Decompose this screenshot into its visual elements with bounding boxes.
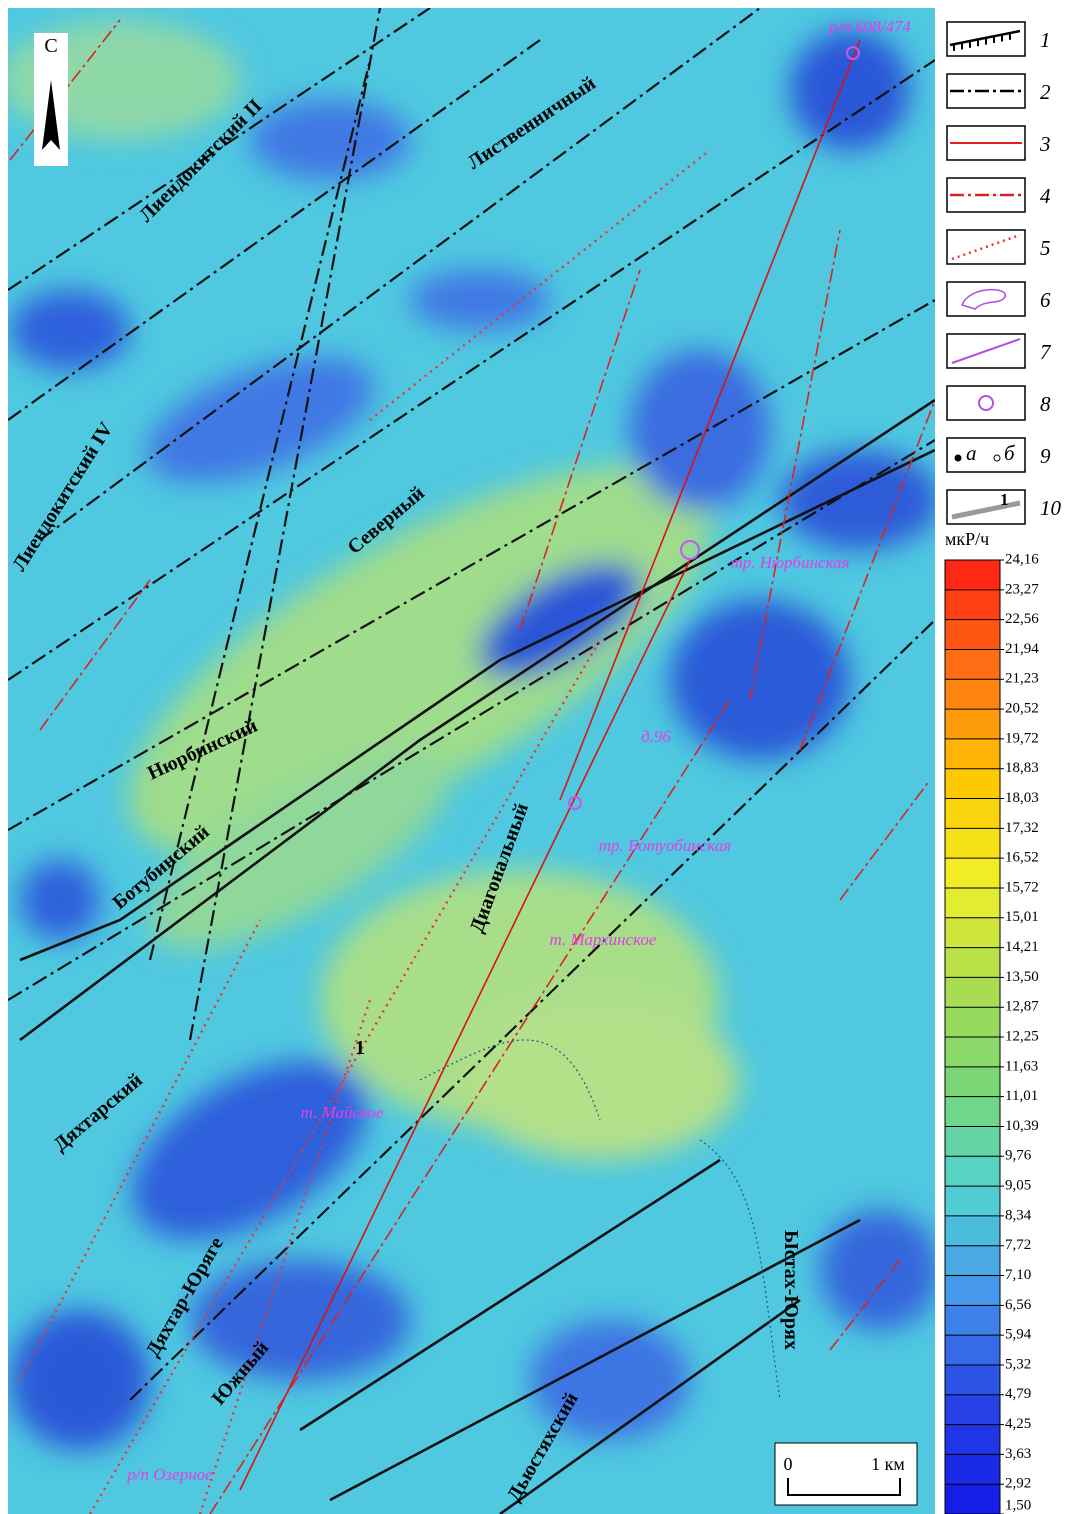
- color-band: [945, 679, 1000, 709]
- legend-box: [947, 282, 1025, 316]
- color-band: [945, 1335, 1000, 1365]
- north-label: С: [44, 35, 57, 57]
- color-scale-label: 12,87: [1005, 999, 1039, 1015]
- color-scale-label: 7,10: [1005, 1267, 1031, 1283]
- color-scale-label: 24,16: [1005, 551, 1039, 567]
- legend-number: 7: [1040, 340, 1052, 364]
- symbol: [955, 455, 962, 462]
- color-scale-label: 8,34: [1005, 1207, 1032, 1223]
- color-scale-label: 18,83: [1005, 760, 1039, 776]
- map-label: д.96: [641, 727, 671, 746]
- color-scale-label: 1,50: [1005, 1497, 1031, 1513]
- color-band: [945, 649, 1000, 679]
- color-scale-label: 4,25: [1005, 1416, 1031, 1432]
- color-scale-label: 15,01: [1005, 909, 1039, 925]
- color-band: [945, 1305, 1000, 1335]
- color-band: [945, 1246, 1000, 1276]
- color-scale-label: 20,52: [1005, 701, 1039, 717]
- color-band: [945, 918, 1000, 948]
- scale-start: 0: [784, 1454, 793, 1474]
- color-scale-label: 14,21: [1005, 939, 1039, 955]
- color-band: [945, 1186, 1000, 1216]
- legend-number: 2: [1040, 80, 1051, 104]
- color-band: [945, 739, 1000, 769]
- color-band: [945, 1067, 1000, 1097]
- legend-number: 4: [1040, 184, 1051, 208]
- legend-number: 8: [1040, 392, 1051, 416]
- color-scale-label: 11,63: [1005, 1058, 1038, 1074]
- color-band: [945, 1097, 1000, 1127]
- legend-number: 6: [1040, 288, 1051, 312]
- legend-10-label: 1: [1000, 490, 1009, 509]
- color-band: [945, 1365, 1000, 1395]
- color-scale-unit: мкР/ч: [945, 529, 989, 549]
- color-scale-label: 6,56: [1005, 1297, 1032, 1313]
- color-scale-label: 10,39: [1005, 1118, 1039, 1134]
- legend-b: б: [1004, 441, 1016, 465]
- color-scale-label: 5,94: [1005, 1327, 1032, 1343]
- figure: С 0 1 км р/п 608/474Лиендокитский IIЛист…: [0, 0, 1065, 1514]
- legend-number: 3: [1039, 132, 1051, 156]
- color-band: [945, 1216, 1000, 1246]
- color-band: [945, 590, 1000, 620]
- color-band: [945, 709, 1000, 739]
- color-scale-label: 16,52: [1005, 850, 1039, 866]
- scale-end: 1 км: [871, 1454, 905, 1474]
- map-label: Ыстах-Юрях: [780, 1230, 802, 1350]
- color-band: [945, 1156, 1000, 1186]
- color-band: [945, 620, 1000, 650]
- legend-box: [947, 490, 1025, 524]
- legend-a: а: [966, 441, 977, 465]
- map-label: р/п 608/474: [828, 17, 911, 36]
- color-band: [945, 1454, 1000, 1484]
- color-scale-label: 15,72: [1005, 879, 1039, 895]
- color-band: [945, 1484, 1000, 1514]
- color-scale-label: 9,05: [1005, 1178, 1031, 1194]
- color-scale-label: 11,01: [1005, 1088, 1038, 1104]
- color-band: [945, 1126, 1000, 1156]
- color-band: [945, 888, 1000, 918]
- color-scale-label: 3,63: [1005, 1446, 1031, 1462]
- color-band: [945, 858, 1000, 888]
- legend-number: 9: [1040, 444, 1051, 468]
- color-scale-label: 19,72: [1005, 730, 1039, 746]
- color-scale-label: 4,79: [1005, 1386, 1031, 1402]
- color-band: [945, 1276, 1000, 1306]
- map-label: тр. Ботуобинская: [599, 836, 732, 855]
- legend: 1 2 3 4 5 6 7 8 9 а б 10 1: [947, 22, 1062, 524]
- color-scale-label: 22,56: [1005, 611, 1039, 627]
- legend-number: 10: [1040, 496, 1062, 520]
- color-band: [945, 769, 1000, 799]
- legend-box: [947, 386, 1025, 420]
- color-scale: мкР/ч 24,16 23,27 22,56 21,94 21,23 20,52 19,72…: [945, 529, 1039, 1514]
- color-band: [945, 1037, 1000, 1067]
- color-scale-label: 21,94: [1005, 641, 1039, 657]
- color-band: [945, 977, 1000, 1007]
- map-label: р/п Озерное: [126, 1465, 213, 1484]
- map-label: т. Майское: [301, 1103, 384, 1122]
- color-band: [945, 948, 1000, 978]
- color-scale-label: 13,50: [1005, 969, 1039, 985]
- color-scale-label: 7,72: [1005, 1237, 1031, 1253]
- color-band: [945, 1007, 1000, 1037]
- color-scale-label: 18,03: [1005, 790, 1039, 806]
- color-band: [945, 1395, 1000, 1425]
- map-label: 1: [355, 1037, 365, 1059]
- map-label: тр. Нюрбинская: [731, 553, 850, 572]
- color-band: [945, 828, 1000, 858]
- color-scale-label: 12,25: [1005, 1028, 1039, 1044]
- map-label: т. Мархинское: [550, 930, 657, 949]
- color-scale-label: 23,27: [1005, 581, 1039, 597]
- legend-number: 5: [1040, 236, 1051, 260]
- color-band: [945, 560, 1000, 590]
- color-band: [945, 1425, 1000, 1455]
- color-scale-label: 17,32: [1005, 820, 1039, 836]
- color-scale-label: 9,76: [1005, 1148, 1032, 1164]
- color-scale-label: 2,92: [1005, 1476, 1031, 1492]
- color-scale-label: 21,23: [1005, 671, 1039, 687]
- color-band: [945, 799, 1000, 829]
- legend-number: 1: [1040, 28, 1051, 52]
- color-scale-label: 5,32: [1005, 1356, 1031, 1372]
